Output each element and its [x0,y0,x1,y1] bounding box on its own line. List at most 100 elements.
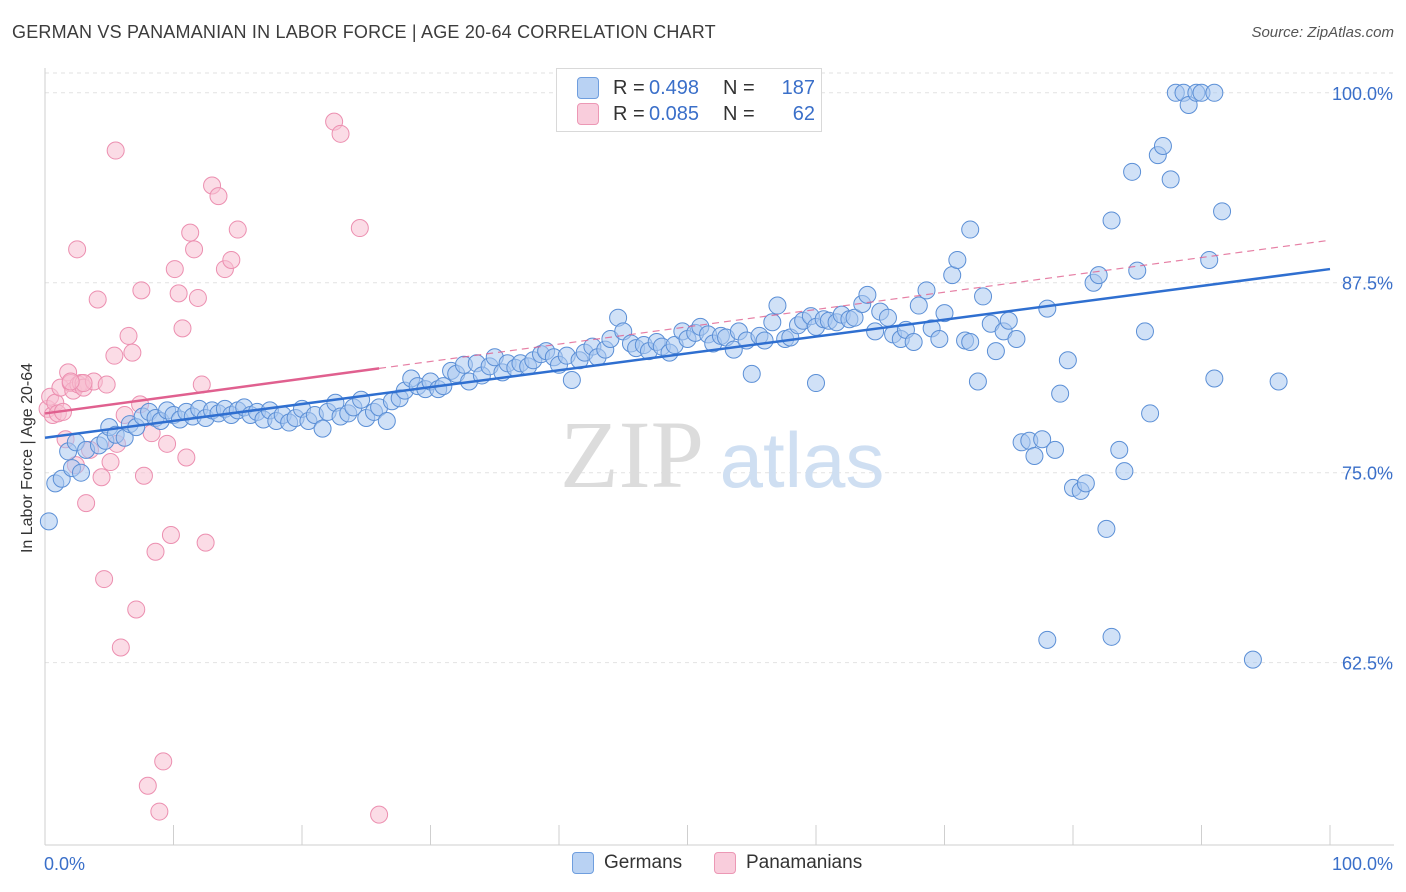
panamanian-point [105,346,124,365]
german-point [961,220,980,239]
german-point [917,281,936,300]
panamanian-point [181,223,200,242]
german-point [1205,83,1224,102]
german-point [858,285,877,304]
tick-labels: 62.5% 75.0% 87.5% 100.0% 0.0% 100.0% [44,84,1393,874]
german-point [1141,404,1160,423]
panamanians-legend-label: Panamanians [746,852,863,873]
panamanian-point [154,752,173,771]
chart-source: Source: ZipAtlas.com [1251,24,1394,41]
trend-lines [44,239,1331,439]
stats-legend-row-germans: R = 0.498 N = 187 [577,75,815,101]
panamanian-point [173,319,192,338]
german-points [39,83,1288,669]
y-tick-label: 87.5% [1342,274,1393,294]
panamanian-point [222,250,241,269]
german-point [1076,474,1095,493]
german-point [1038,299,1057,318]
germans-legend-swatch [572,852,594,874]
panamanian-point [169,284,188,303]
panamanian-point [61,372,80,391]
german-point [1128,261,1147,280]
n-value: 62 [792,102,815,125]
chart-title: GERMAN VS PANAMANIAN IN LABOR FORCE | AG… [12,22,716,42]
n-label: N = [723,102,755,125]
panamanian-point [68,240,87,259]
german-point [1089,266,1108,285]
panamanian-trend-line [44,367,380,415]
german-point [1123,162,1142,181]
watermark: ZIP atlas [560,401,884,508]
y-tick-label: 75.0% [1342,464,1393,484]
german-point [1110,440,1129,459]
german-point [39,512,58,531]
german-point [1007,329,1026,348]
panamanian-point [158,434,177,453]
panamanian-point [228,220,247,239]
german-point [807,374,825,393]
r-label: R = [613,102,645,125]
panamanian-point [150,802,169,821]
panamanian-point [134,466,153,485]
panamanian-point [165,260,184,279]
german-point [562,371,581,389]
panamanian-point [146,542,165,561]
german-point [845,308,864,327]
bottom-legend-germans: Germans [572,852,682,874]
german-point [986,342,1005,361]
axes [44,68,1394,846]
n-label: N = [723,76,755,99]
german-point [1058,351,1077,370]
german-point [1102,627,1121,646]
german-point [763,313,782,332]
german-point [1038,630,1057,649]
germans-swatch [577,77,599,99]
panamanian-point [106,141,125,160]
german-point [1243,650,1262,669]
panamanian-point [161,526,180,544]
german-point [974,287,993,306]
german-point [948,250,967,269]
german-point [1161,170,1180,189]
panamanian-point [111,638,130,657]
german-point [1135,322,1154,341]
panamanian-point [196,533,215,552]
german-point [1025,446,1044,465]
german-point [313,419,332,438]
panamanian-trend-extension [379,239,1331,369]
panamanian-point [95,570,114,589]
watermark-atlas: atlas [720,416,885,504]
german-point [768,296,787,315]
german-trend-line [44,267,1331,439]
panamanian-point [77,494,96,513]
panamanian-point [370,805,389,824]
german-point [1051,384,1070,403]
german-point [1213,202,1232,221]
bottom-legend-panamanians: Panamanians [714,852,862,874]
panamanians-swatch [577,103,599,125]
x-tick-label-max: 100.0% [1332,854,1393,874]
german-point [742,364,761,383]
german-point [1269,372,1288,391]
watermark-zip: ZIP [560,401,704,508]
x-tick-label-min: 0.0% [44,854,85,874]
german-point [1102,211,1121,230]
panamanian-point [119,326,138,345]
germans-legend-label: Germans [604,852,683,873]
panamanian-point [123,343,142,362]
y-tick-label: 100.0% [1332,84,1393,104]
panamanian-point [132,281,151,300]
german-point [71,463,90,482]
german-point [935,304,954,323]
german-point [1153,136,1172,155]
r-value: 0.085 [649,102,700,125]
german-point [352,390,371,409]
german-point [755,331,774,350]
german-point [878,308,897,327]
panamanian-point [88,290,107,309]
stats-legend: R = 0.498 N = 187 R = 0.085 N = 62 [556,68,822,132]
grid-lines [45,72,1394,664]
panamanian-point [331,124,350,143]
german-point [377,412,396,431]
